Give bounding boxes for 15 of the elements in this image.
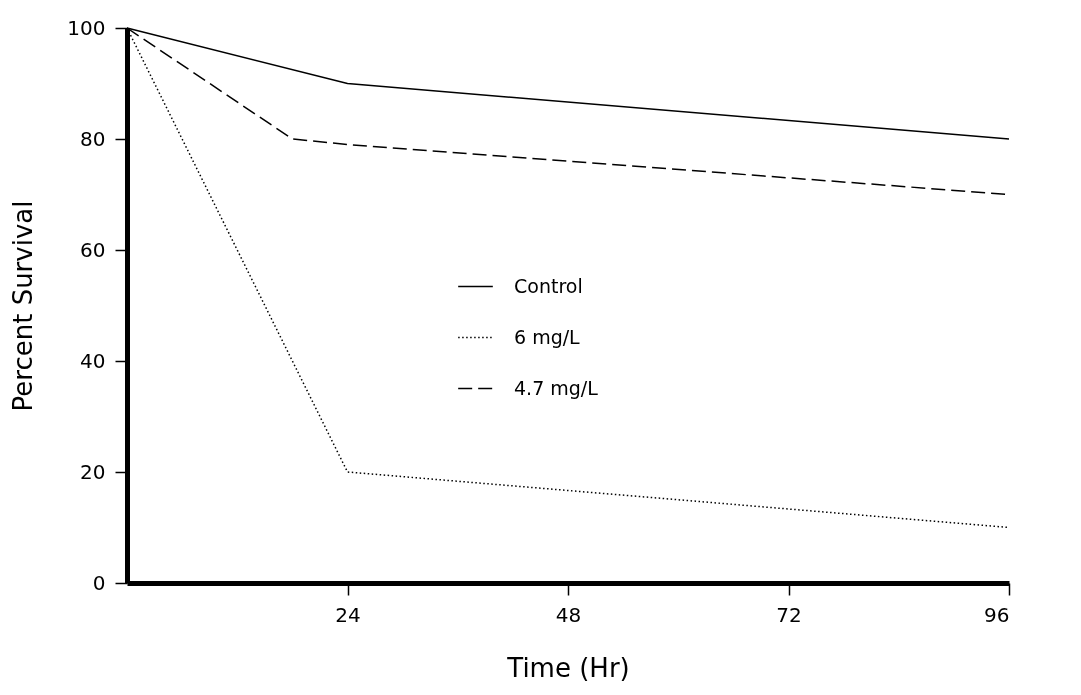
x-tick-label: 24 <box>335 602 361 627</box>
y-tick-label: 80 <box>80 126 106 151</box>
x-tick-label: 96 <box>984 602 1010 627</box>
legend-label: 4.7 mg/L <box>514 376 599 399</box>
x-tick-label: 48 <box>555 602 582 627</box>
y-axis-title: Percent Survival <box>8 200 39 412</box>
y-tick-label: 100 <box>67 15 106 40</box>
y-tick-label: 0 <box>92 570 106 595</box>
x-tick-label: 72 <box>776 602 802 627</box>
legend-label: 6 mg/L <box>514 325 581 348</box>
legend-label: Control <box>514 274 583 297</box>
y-tick-label: 40 <box>80 348 106 373</box>
y-tick-label: 20 <box>80 459 106 484</box>
x-axis-title: Time (Hr) <box>506 652 630 683</box>
y-tick-label: 60 <box>80 237 106 262</box>
